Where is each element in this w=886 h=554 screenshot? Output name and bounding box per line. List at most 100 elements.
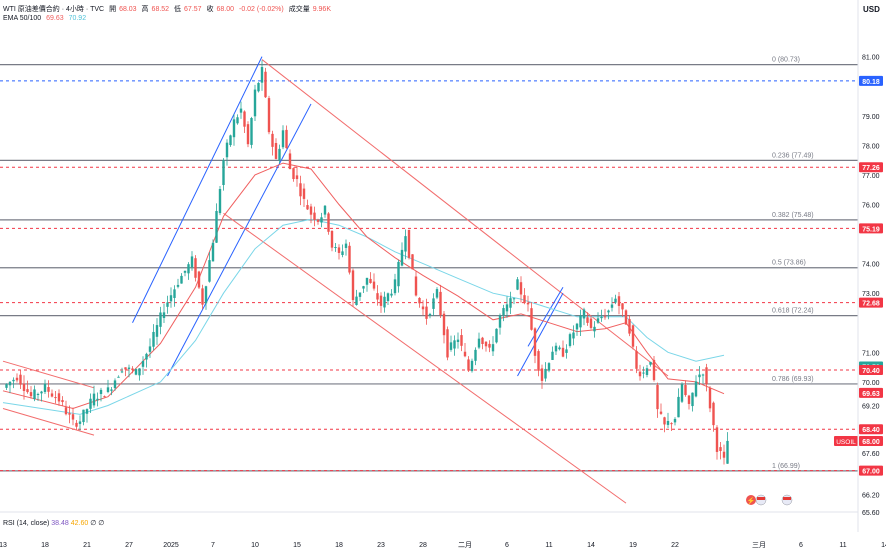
candle-body xyxy=(411,254,414,270)
event-lightning-icon[interactable] xyxy=(746,495,756,505)
candle-body xyxy=(271,133,274,147)
ema-label[interactable]: EMA 50/100 xyxy=(3,15,42,22)
candle-body xyxy=(138,368,141,376)
candle-body xyxy=(687,395,691,404)
candle-body xyxy=(190,256,194,268)
candle-body xyxy=(572,332,575,339)
candle-body xyxy=(75,422,78,427)
candle-body xyxy=(645,368,649,375)
channel-line[interactable] xyxy=(223,212,627,504)
candle-body xyxy=(166,302,169,307)
currency-label[interactable]: USD xyxy=(863,5,880,14)
fib-level-label: 1 (66.99) xyxy=(772,463,800,470)
candle-body xyxy=(106,387,110,392)
candle-body xyxy=(222,160,225,186)
candle-body xyxy=(624,310,628,325)
candle-body xyxy=(5,384,8,388)
x-tick-label: 28 xyxy=(419,542,427,549)
candle-body xyxy=(176,284,180,287)
trend-channels xyxy=(2,56,669,504)
candle-body xyxy=(386,293,390,301)
channel-line[interactable] xyxy=(527,287,564,347)
x-tick-label: 三月 xyxy=(752,541,766,549)
candle-body xyxy=(677,396,680,418)
candle-body xyxy=(89,398,92,409)
ema50-line xyxy=(2,162,725,410)
candle-body xyxy=(295,175,299,180)
candle-body xyxy=(537,351,540,371)
candle-body xyxy=(117,376,120,378)
candle-body xyxy=(26,389,29,393)
candle-body xyxy=(204,286,208,304)
candle-body xyxy=(8,381,12,386)
lightning-icon: ⚡ xyxy=(747,496,756,505)
candle-body xyxy=(362,286,365,289)
candle-body xyxy=(407,229,411,258)
channel-line[interactable] xyxy=(167,103,312,377)
candle-body xyxy=(673,418,677,423)
candle-body xyxy=(456,339,460,343)
x-tick-label: 14 xyxy=(881,542,886,549)
x-tick-label: 27 xyxy=(125,542,133,549)
candle-body xyxy=(393,279,397,294)
price-tag-box xyxy=(859,436,883,447)
candle-body xyxy=(617,296,621,306)
candle-body xyxy=(197,271,201,288)
candle-body xyxy=(306,205,309,210)
candle-body xyxy=(631,325,635,347)
channel-line[interactable] xyxy=(517,292,564,377)
candle-body xyxy=(267,98,271,133)
open-value: 68.03 xyxy=(119,6,137,13)
candle-body xyxy=(428,313,432,316)
candle-body xyxy=(71,414,75,420)
price-tag-label: 72.68 xyxy=(862,301,880,308)
price-tag-label: 68.00 xyxy=(862,439,880,446)
candle-body xyxy=(397,261,400,287)
channel-line[interactable] xyxy=(261,59,669,377)
candle-body xyxy=(22,383,26,391)
candle-body xyxy=(162,312,166,319)
candle-body xyxy=(57,393,61,402)
candle-body xyxy=(558,347,561,350)
y-tick-label: 69.20 xyxy=(862,404,880,411)
fib-level-label: 0.786 (69.93) xyxy=(772,376,814,383)
candle-body xyxy=(610,304,614,308)
channel-line[interactable] xyxy=(2,360,95,389)
x-tick-label: 13 xyxy=(0,542,7,549)
candle-body xyxy=(124,367,127,370)
candle-body xyxy=(477,338,481,348)
symbol-name[interactable]: WTI 原油差價合約 · 4小時 · TVC xyxy=(3,6,105,13)
candle-body xyxy=(551,351,554,360)
fibonacci-levels: 0 (80.73) 0.236 (77.49) 0.382 (75.48) 0.5 (… xyxy=(0,57,858,472)
price-tag-box xyxy=(859,223,883,234)
candle-body xyxy=(481,337,484,344)
candle-body xyxy=(96,398,99,401)
symbol-tag-box xyxy=(834,436,858,447)
candle-body xyxy=(488,343,491,348)
candle-body xyxy=(719,447,722,452)
price-tag-label: 69.63 xyxy=(862,391,880,398)
channel-line[interactable] xyxy=(132,56,263,323)
rsi-label[interactable]: RSI (14, close) xyxy=(3,520,50,527)
y-tick-label: 71.00 xyxy=(862,350,880,357)
candle-body xyxy=(726,440,729,464)
price-tag-box xyxy=(859,424,883,435)
candle-body xyxy=(579,315,582,328)
candle-body xyxy=(187,264,190,274)
candle-body xyxy=(47,387,50,392)
open-label: 開 xyxy=(109,6,117,13)
candle-body xyxy=(418,297,421,304)
candle-body xyxy=(512,298,516,300)
x-tick-label: 二月 xyxy=(458,541,472,549)
candle-body xyxy=(600,316,603,319)
candle-body xyxy=(309,206,313,215)
channel-line[interactable] xyxy=(2,408,95,436)
fib-level-label: 0 (80.73) xyxy=(772,57,800,64)
candle-body xyxy=(54,397,57,399)
candle-body xyxy=(439,291,442,316)
candle-body xyxy=(218,189,222,214)
y-tick-label: 78.00 xyxy=(862,143,880,150)
price-tag-label: 70.40 xyxy=(862,368,880,375)
high-label: 高 xyxy=(141,6,149,13)
